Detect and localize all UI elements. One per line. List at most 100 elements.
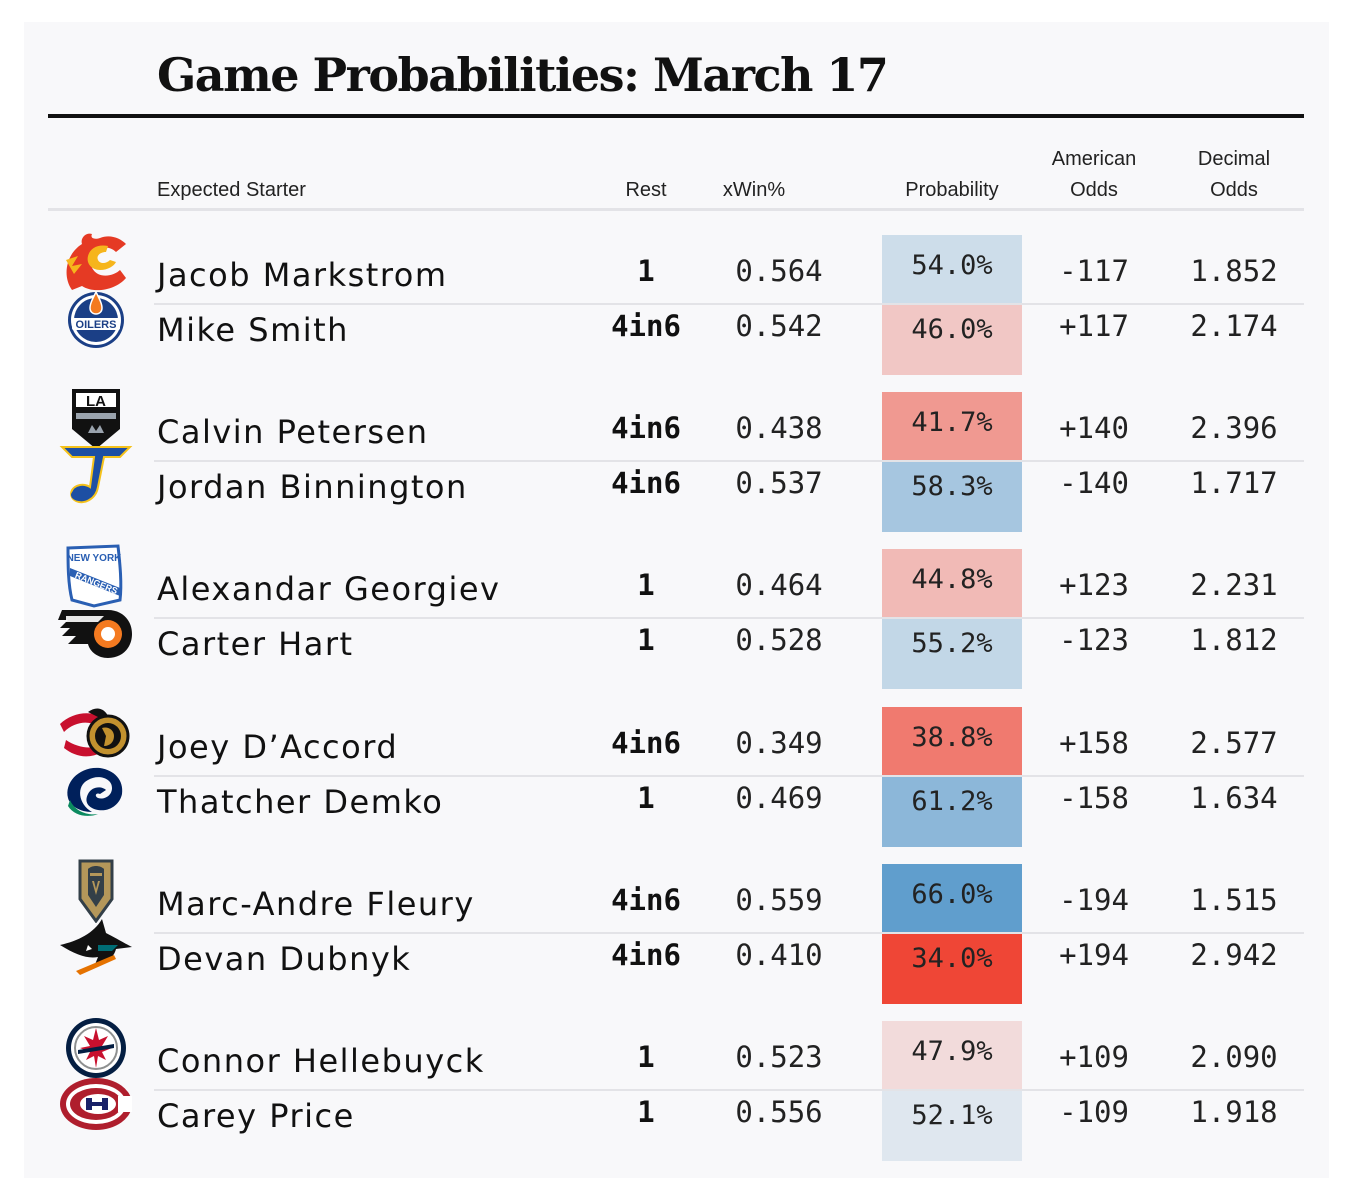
starter-name: Carey Price xyxy=(157,1097,355,1135)
edmonton-oilers-logo-icon: OILERS xyxy=(58,286,134,350)
probability-bar xyxy=(882,933,1022,1004)
decimal-odds-value: 2.942 xyxy=(1190,937,1278,972)
probability-bar xyxy=(882,1091,1022,1161)
calgary-flames-logo-icon xyxy=(58,230,134,294)
starter-name: Devan Dubnyk xyxy=(157,939,412,978)
american-odds-value: +117 xyxy=(1059,309,1129,343)
svg-text:LA: LA xyxy=(86,393,106,410)
ottawa-senators-logo-icon xyxy=(58,702,134,766)
probability-bar xyxy=(882,619,1022,690)
rest-value: 1 xyxy=(637,780,655,815)
american-odds-value: +158 xyxy=(1059,725,1129,760)
svg-text:OILERS: OILERS xyxy=(76,319,117,331)
probability-value: 61.2% xyxy=(911,785,993,817)
probability-bar xyxy=(882,776,1022,847)
probability-bar xyxy=(882,863,1022,932)
xwin-value: 0.537 xyxy=(735,466,823,501)
probability-value: 46.0% xyxy=(911,314,993,345)
probability-bar xyxy=(882,549,1022,618)
xwin-value: 0.410 xyxy=(735,937,823,972)
american-odds-value: -158 xyxy=(1059,780,1129,815)
probability-bar xyxy=(882,392,1022,461)
row-divider xyxy=(154,617,1304,620)
rest-value: 1 xyxy=(637,623,655,658)
starter-name: Joey D’Accord xyxy=(157,727,399,766)
row-divider xyxy=(154,460,1304,463)
decimal-odds-value: 1.717 xyxy=(1190,466,1278,501)
header-rule xyxy=(48,208,1304,211)
starter-name: Jordan Binnington xyxy=(157,468,468,507)
probability-value: 41.7% xyxy=(911,407,993,439)
american-odds-value: -109 xyxy=(1059,1095,1129,1129)
xwin-value: 0.559 xyxy=(735,882,823,917)
row-divider xyxy=(154,1089,1304,1091)
header-decimal-odds: Decimal Odds xyxy=(1164,144,1304,206)
rest-value: 4in6 xyxy=(611,466,681,501)
los-angeles-kings-logo-icon: LA xyxy=(58,387,134,451)
probability-bar xyxy=(882,235,1022,303)
row-divider xyxy=(154,774,1304,777)
probability-value: 44.8% xyxy=(911,564,993,596)
rest-value: 4in6 xyxy=(611,411,681,446)
starter-name: Connor Hellebuyck xyxy=(157,1042,485,1080)
american-odds-value: -117 xyxy=(1059,254,1129,288)
decimal-odds-value: 2.231 xyxy=(1190,568,1278,603)
probability-value: 54.0% xyxy=(911,250,993,281)
header-decimal-line1: Decimal xyxy=(1197,148,1271,170)
header-starter: Expected Starter xyxy=(157,179,306,201)
starter-name: Jacob Markstrom xyxy=(157,256,448,294)
new-york-rangers-logo-icon: NEW YORK RANGERS xyxy=(58,544,134,608)
starter-name: Thatcher Demko xyxy=(157,782,444,821)
header-rest: Rest xyxy=(625,179,667,201)
header-xwin: xWin% xyxy=(722,179,786,201)
rest-value: 4in6 xyxy=(611,725,681,760)
xwin-value: 0.542 xyxy=(735,309,823,343)
starter-name: Carter Hart xyxy=(157,625,354,664)
decimal-odds-value: 1.852 xyxy=(1190,254,1278,288)
xwin-value: 0.564 xyxy=(735,254,823,288)
xwin-value: 0.469 xyxy=(735,780,823,815)
decimal-odds-value: 2.174 xyxy=(1190,309,1278,343)
header-american-odds: American Odds xyxy=(1024,144,1164,206)
probability-value: 47.9% xyxy=(911,1036,993,1067)
probability-value: 55.2% xyxy=(911,628,993,660)
decimal-odds-value: 1.515 xyxy=(1190,882,1278,917)
winnipeg-jets-logo-icon xyxy=(58,1016,134,1080)
rest-value: 4in6 xyxy=(611,309,681,343)
american-odds-value: -194 xyxy=(1059,882,1129,917)
xwin-value: 0.523 xyxy=(735,1040,823,1074)
rest-value: 1 xyxy=(637,568,655,603)
decimal-odds-value: 1.812 xyxy=(1190,623,1278,658)
xwin-value: 0.438 xyxy=(735,411,823,446)
xwin-value: 0.349 xyxy=(735,725,823,760)
decimal-odds-value: 2.396 xyxy=(1190,411,1278,446)
rest-value: 4in6 xyxy=(611,937,681,972)
probability-value: 58.3% xyxy=(911,471,993,503)
xwin-value: 0.464 xyxy=(735,568,823,603)
american-odds-value: +140 xyxy=(1059,411,1129,446)
probability-bar xyxy=(882,706,1022,775)
title-rule xyxy=(48,114,1304,118)
rest-value: 1 xyxy=(637,1040,655,1074)
american-odds-value: +109 xyxy=(1059,1040,1129,1074)
rest-value: 4in6 xyxy=(611,882,681,917)
page-title: Game Probabilities: March 17 xyxy=(157,48,889,102)
rest-value: 1 xyxy=(637,1095,655,1129)
american-odds-value: +123 xyxy=(1059,568,1129,603)
vegas-golden-knights-logo-icon xyxy=(58,859,134,923)
probability-bar xyxy=(882,1021,1022,1089)
probability-bar xyxy=(882,462,1022,533)
vancouver-canucks-logo-icon xyxy=(58,758,134,822)
probability-value: 38.8% xyxy=(911,721,993,753)
starter-name: Marc-Andre Fleury xyxy=(157,884,475,923)
probability-bar xyxy=(882,305,1022,375)
decimal-odds-value: 2.090 xyxy=(1190,1040,1278,1074)
header-american-line2: Odds xyxy=(1070,179,1118,201)
header-probability: Probability xyxy=(905,179,999,201)
row-divider xyxy=(154,931,1304,934)
decimal-odds-value: 1.918 xyxy=(1190,1095,1278,1129)
starter-name: Calvin Petersen xyxy=(157,413,429,452)
logo-text-line1: NEW YORK xyxy=(67,553,123,564)
probability-value: 34.0% xyxy=(911,942,993,974)
american-odds-value: -123 xyxy=(1059,623,1129,658)
